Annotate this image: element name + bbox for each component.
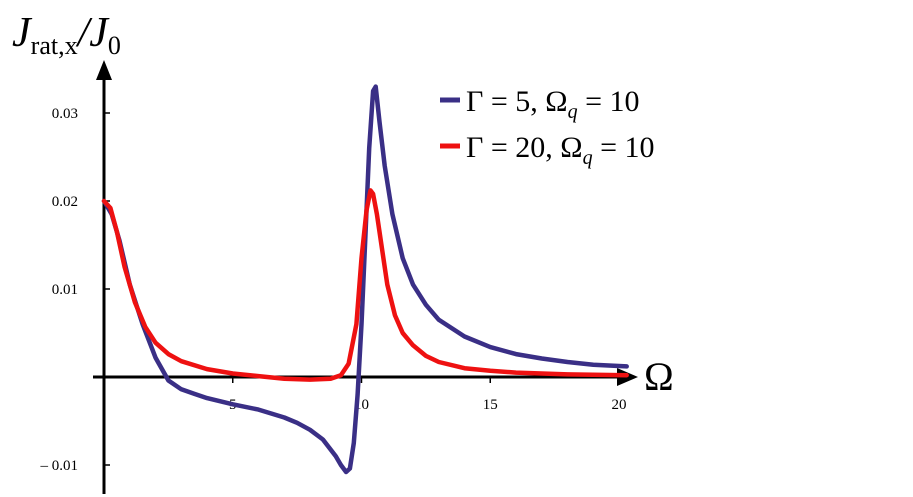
x-axis-title: Ω: [644, 354, 674, 399]
legend: Γ = 5, Ωq = 10Γ = 20, Ωq = 10: [440, 85, 654, 169]
legend-label-2: Γ = 20, Ωq = 10: [466, 131, 654, 169]
series-line-1: [101, 84, 629, 475]
legend-text-subscript: q: [583, 147, 593, 169]
y-title-subscript: rat,x: [31, 31, 78, 60]
y-tick-label: 0.03: [52, 106, 78, 122]
y-tick-label: – 0.01: [40, 458, 79, 474]
legend-text-subscript: q: [568, 101, 578, 123]
legend-text-tail: = 10: [593, 131, 655, 164]
y-axis-title: Jrat,x/J0: [12, 10, 121, 60]
y-tick-label: 0.02: [52, 194, 78, 210]
legend-text-main: Γ = 20, Ω: [466, 131, 583, 164]
labels-group: Jrat,x/J0 Ω: [12, 10, 674, 399]
y-title-tail: /J: [76, 10, 111, 56]
y-title-main: J: [12, 10, 33, 56]
y-axis-arrowhead: [96, 60, 112, 80]
x-tick-label: 20: [612, 397, 627, 413]
legend-text-main: Γ = 5, Ω: [466, 85, 568, 118]
y-tick-label: 0.01: [52, 282, 78, 298]
legend-text-tail: = 10: [578, 85, 640, 118]
y-title-tail-subscript: 0: [108, 31, 121, 60]
series-line-2: [101, 188, 629, 382]
x-tick-label: 15: [483, 397, 498, 413]
legend-label-1: Γ = 5, Ωq = 10: [466, 85, 639, 123]
series-group: [101, 84, 629, 475]
